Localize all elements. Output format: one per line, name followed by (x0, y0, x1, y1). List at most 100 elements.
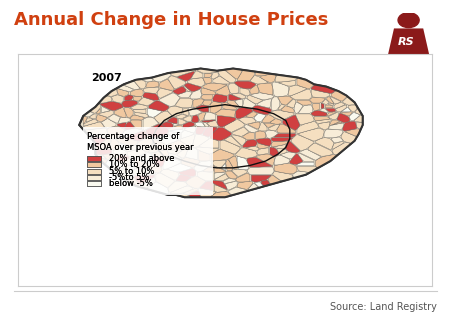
Polygon shape (133, 109, 146, 113)
Polygon shape (236, 173, 250, 182)
Polygon shape (125, 108, 133, 117)
Polygon shape (110, 139, 119, 150)
Polygon shape (342, 121, 357, 131)
Polygon shape (119, 117, 130, 123)
Polygon shape (147, 108, 162, 117)
Polygon shape (330, 96, 341, 104)
Polygon shape (258, 122, 267, 131)
Polygon shape (280, 152, 296, 159)
Polygon shape (233, 128, 248, 136)
Polygon shape (133, 96, 142, 101)
Text: 20% and above: 20% and above (109, 154, 174, 163)
Polygon shape (246, 112, 257, 117)
Polygon shape (273, 145, 286, 149)
Polygon shape (325, 105, 333, 108)
Polygon shape (214, 167, 226, 172)
Polygon shape (202, 120, 216, 122)
Polygon shape (274, 134, 296, 137)
Polygon shape (318, 122, 330, 129)
Polygon shape (266, 130, 279, 138)
Polygon shape (224, 119, 244, 132)
Polygon shape (237, 70, 254, 80)
Polygon shape (310, 98, 325, 103)
Polygon shape (226, 69, 241, 79)
Polygon shape (192, 115, 198, 123)
Polygon shape (102, 107, 110, 113)
Polygon shape (216, 85, 230, 95)
Polygon shape (159, 93, 180, 107)
Polygon shape (333, 122, 342, 125)
Polygon shape (142, 78, 153, 82)
Polygon shape (257, 144, 270, 149)
Polygon shape (281, 106, 294, 113)
Polygon shape (308, 143, 333, 156)
Polygon shape (269, 175, 281, 184)
Polygon shape (99, 158, 108, 164)
Polygon shape (167, 117, 177, 123)
Polygon shape (110, 162, 125, 169)
Polygon shape (116, 138, 137, 146)
Polygon shape (200, 181, 213, 190)
Polygon shape (143, 163, 162, 173)
Polygon shape (350, 113, 360, 121)
Polygon shape (271, 141, 288, 147)
Polygon shape (122, 100, 137, 107)
Polygon shape (106, 160, 117, 168)
Polygon shape (315, 119, 331, 123)
Polygon shape (176, 114, 187, 119)
Polygon shape (176, 175, 192, 181)
Polygon shape (135, 158, 143, 167)
Polygon shape (130, 120, 142, 129)
Polygon shape (183, 116, 192, 121)
Polygon shape (217, 116, 236, 127)
Polygon shape (238, 117, 256, 124)
Text: Source: Land Registry: Source: Land Registry (329, 302, 436, 312)
Polygon shape (300, 149, 321, 160)
Polygon shape (270, 111, 294, 120)
Polygon shape (126, 176, 139, 186)
Polygon shape (204, 73, 212, 77)
Polygon shape (256, 138, 271, 146)
Polygon shape (196, 147, 219, 154)
Polygon shape (139, 98, 154, 106)
Polygon shape (315, 155, 337, 168)
Polygon shape (296, 114, 314, 125)
Polygon shape (279, 104, 284, 110)
Polygon shape (283, 115, 300, 130)
Polygon shape (153, 156, 164, 167)
Polygon shape (135, 113, 149, 117)
Polygon shape (197, 172, 213, 181)
Polygon shape (270, 119, 281, 124)
Polygon shape (234, 81, 256, 89)
Polygon shape (176, 98, 193, 108)
Polygon shape (113, 149, 126, 155)
Polygon shape (229, 156, 237, 169)
Text: Percentage change of
MSOA over previous year: Percentage change of MSOA over previous … (87, 132, 194, 152)
Polygon shape (244, 125, 258, 132)
Polygon shape (275, 75, 297, 82)
Polygon shape (279, 80, 296, 86)
Polygon shape (256, 154, 274, 166)
Polygon shape (236, 100, 243, 107)
Polygon shape (257, 148, 269, 155)
Polygon shape (203, 165, 214, 172)
Polygon shape (250, 76, 269, 84)
Text: 2007: 2007 (91, 73, 122, 83)
Polygon shape (162, 122, 173, 128)
Polygon shape (260, 74, 275, 83)
Polygon shape (177, 72, 194, 81)
Polygon shape (120, 129, 143, 137)
Polygon shape (112, 169, 133, 176)
Polygon shape (279, 96, 292, 105)
Polygon shape (112, 95, 123, 103)
Polygon shape (158, 88, 173, 98)
Polygon shape (194, 161, 212, 172)
Polygon shape (125, 122, 135, 129)
Polygon shape (210, 128, 231, 141)
Polygon shape (357, 122, 363, 129)
Polygon shape (334, 102, 346, 108)
Polygon shape (297, 78, 314, 89)
Polygon shape (314, 117, 330, 121)
Polygon shape (256, 72, 270, 76)
Bar (87, 175, 102, 180)
